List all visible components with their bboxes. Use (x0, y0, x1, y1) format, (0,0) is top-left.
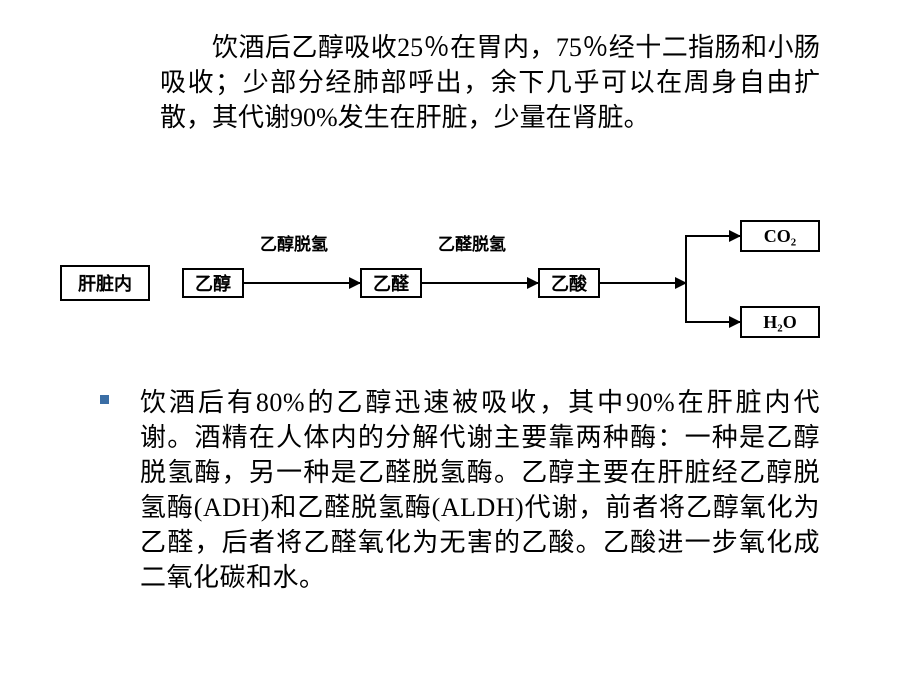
arrow-to-co2 (686, 235, 740, 237)
bullet-icon (100, 395, 109, 404)
node-co2: CO₂ (740, 220, 820, 252)
node-ethanol: 乙醇 (182, 268, 244, 298)
node-acetaldehyde: 乙醛 (360, 268, 422, 298)
branch-vertical (685, 235, 687, 323)
label-aldh: 乙醛脱氢 (438, 230, 506, 255)
metabolism-diagram: 肝脏内 乙醇 乙醛 乙酸 CO₂ H₂O 乙醇脱氢 乙醛脱氢 (60, 220, 860, 350)
top-paragraph: 饮酒后乙醇吸收25％在胃内，75％经十二指肠和小肠吸收；少部分经肺部呼出，余下几… (160, 30, 820, 135)
node-acetic-acid: 乙酸 (538, 268, 600, 298)
arrow-to-h2o (686, 321, 740, 323)
liver-box: 肝脏内 (60, 265, 150, 301)
arrow-acetaldehyde-to-acetic (422, 282, 538, 284)
bullet-paragraph-block: 饮酒后有80%的乙醇迅速被吸收，其中90%在肝脏内代谢。酒精在人体内的分解代谢主… (100, 385, 820, 596)
bullet-paragraph: 饮酒后有80%的乙醇迅速被吸收，其中90%在肝脏内代谢。酒精在人体内的分解代谢主… (140, 385, 820, 596)
label-adh: 乙醇脱氢 (260, 230, 328, 255)
node-h2o: H₂O (740, 306, 820, 338)
arrow-ethanol-to-acetaldehyde (244, 282, 360, 284)
arrow-acetic-to-branch (600, 282, 686, 284)
